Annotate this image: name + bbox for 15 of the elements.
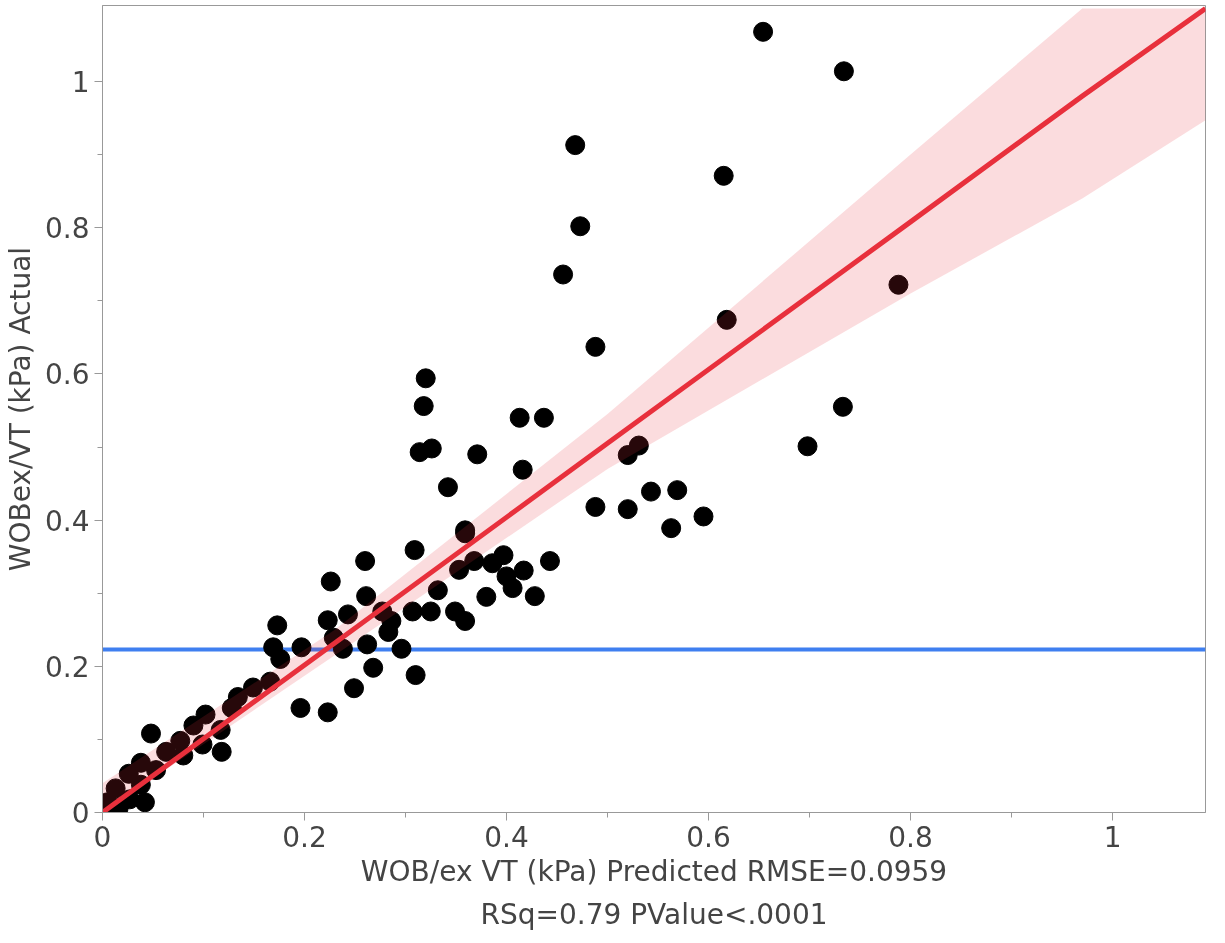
y-tick-label: 0.4 (44, 504, 90, 538)
text: RSq=0.79 PValue<.0001 (480, 897, 828, 931)
x-axis-title: WOB/ex VT (kPa) Predicted RMSE=0.0959 (360, 854, 948, 888)
y-tick-label: 0 (71, 797, 90, 830)
x-tick-label: 0.8 (888, 820, 933, 854)
x-tick-label: 0.6 (686, 820, 731, 854)
y-tick-label: 0.2 (44, 650, 90, 684)
x-tick-label: 0 (93, 820, 112, 854)
y-tick-label: 0.8 (44, 212, 90, 246)
y-tick-label: 0.6 (44, 358, 90, 392)
x-tick-label: 0.4 (484, 820, 529, 854)
x-tick-label: 1 (1103, 820, 1122, 854)
y-tick-label: 1 (71, 66, 90, 100)
y-axis-title: WOBex/VT (kPa) Actual (3, 246, 37, 572)
x-tick-label: 0.2 (282, 820, 327, 854)
